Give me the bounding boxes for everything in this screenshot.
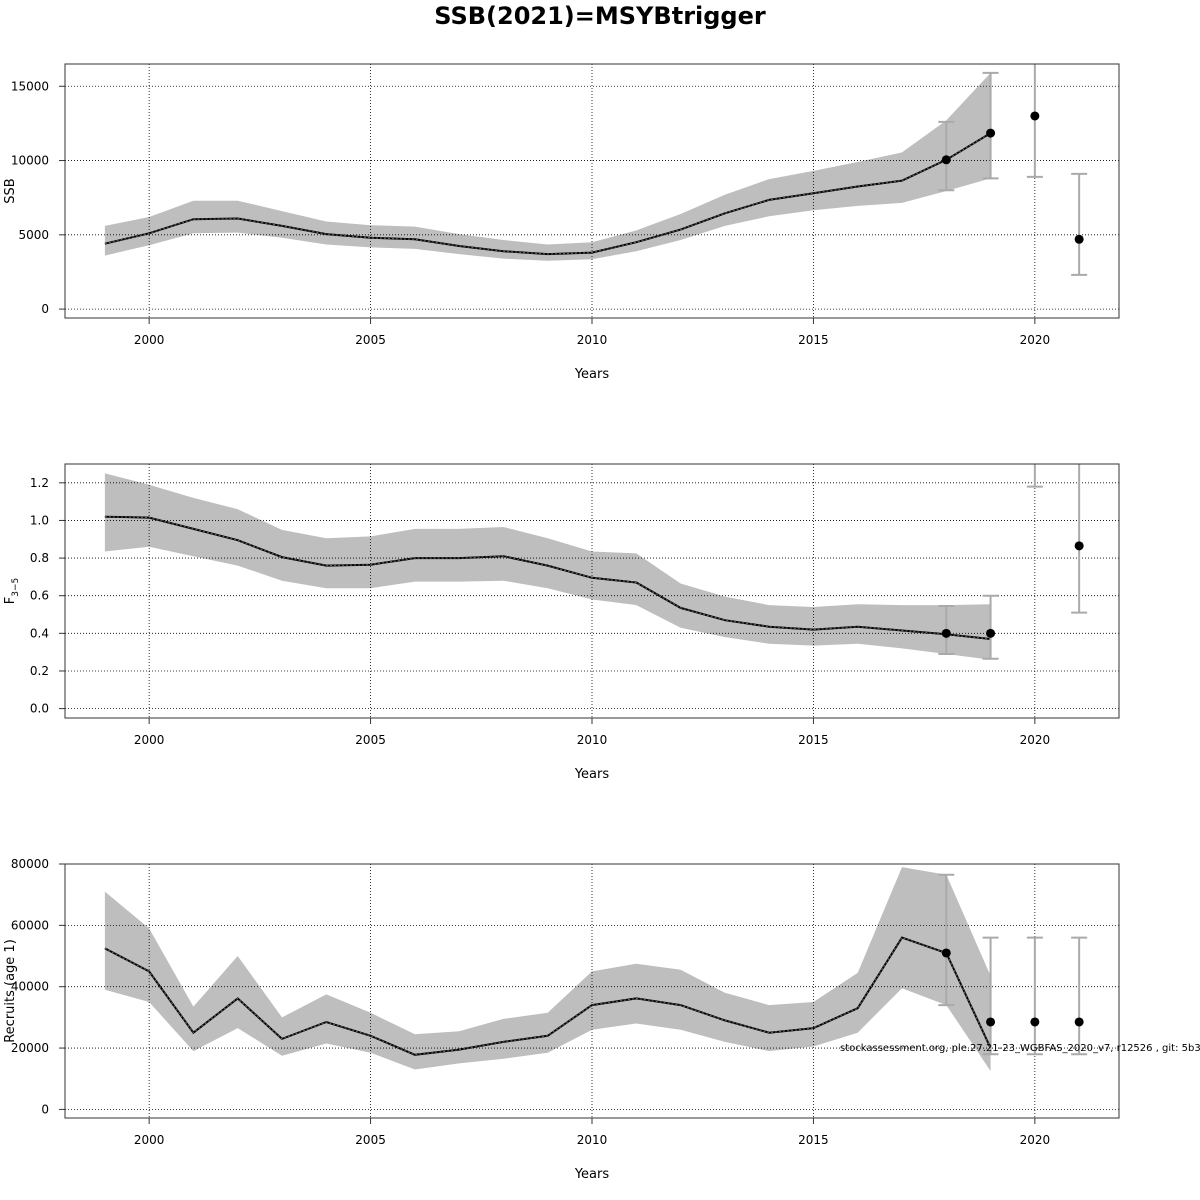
y-tick-label: 0 — [41, 1102, 49, 1116]
y-tick-label: 1.2 — [30, 476, 49, 490]
y-tick-label: 0.4 — [30, 626, 49, 640]
data-point — [1074, 1017, 1084, 1027]
x-axis-title: Years — [574, 1167, 610, 1182]
estimate-line-dotted — [104, 936, 992, 1056]
x-tick-label: 2015 — [798, 1133, 829, 1147]
y-tick-label: 60000 — [11, 918, 49, 932]
panels: 2000 2005 2010 2015 2020 0 5000 10000 15000 Years… — [3, 63, 1120, 1182]
y-tick-label: 40000 — [11, 980, 49, 994]
x-tick-label: 2020 — [1020, 333, 1051, 347]
x-tick-label: 2000 — [134, 1133, 165, 1147]
y-axis-title: Recruits (age 1) — [3, 939, 18, 1043]
data-point — [986, 128, 996, 138]
x-tick-label: 2005 — [355, 333, 386, 347]
x-tick-label: 2015 — [798, 733, 829, 747]
x-tick-label: 2005 — [355, 733, 386, 747]
y-tick-label: 10000 — [11, 154, 49, 168]
x-tick-label: 2010 — [577, 1133, 608, 1147]
y-tick-label: 0 — [41, 302, 49, 316]
y-tick-label: 5000 — [18, 228, 49, 242]
panel-3: 2000 2005 2010 2015 2020 0 20000 40000 60000 8000… — [3, 857, 1120, 1182]
y-tick-label: 0.6 — [30, 589, 49, 603]
x-tick-label: 2000 — [134, 333, 165, 347]
y-axis-title: SSB — [3, 178, 18, 203]
y-tick-label: 0.8 — [30, 551, 49, 565]
y-tick-label: 1.0 — [30, 513, 49, 527]
confidence-band — [104, 72, 991, 261]
data-point — [1074, 541, 1084, 551]
y-tick-label: 0.2 — [30, 664, 49, 678]
confidence-band — [104, 867, 991, 1072]
x-tick-label: 2000 — [134, 733, 165, 747]
data-point — [941, 948, 951, 958]
x-axis-title: Years — [574, 767, 610, 782]
x-tick-label: 2020 — [1020, 733, 1051, 747]
x-tick-label: 2005 — [355, 1133, 386, 1147]
data-point — [1030, 1017, 1040, 1027]
x-tick-label: 2010 — [577, 333, 608, 347]
data-point — [986, 1017, 996, 1027]
x-axis-title: Years — [574, 367, 610, 382]
estimate-line-dotted — [104, 132, 991, 255]
panel-1: 2000 2005 2010 2015 2020 0 5000 10000 15000 Years… — [3, 63, 1120, 382]
data-point — [941, 628, 951, 638]
data-point — [1074, 234, 1084, 244]
y-axis-title-subscript: 3−5 — [11, 578, 21, 597]
estimate-line-dotted — [104, 516, 991, 640]
footnote: stockassessment.org, ple.27.21-23_WGBFAS… — [840, 1043, 1200, 1054]
chart-title: SSB(2021)=MSYBtrigger — [434, 2, 766, 30]
data-point — [1030, 111, 1040, 121]
x-tick-label: 2020 — [1020, 1133, 1051, 1147]
data-point — [941, 155, 951, 165]
x-tick-label: 2010 — [577, 733, 608, 747]
x-tick-label: 2015 — [798, 333, 829, 347]
y-tick-label: 0.0 — [30, 702, 49, 716]
y-tick-label: 80000 — [11, 857, 49, 871]
y-tick-label: 15000 — [11, 79, 49, 93]
panel-2: 2000 2005 2010 2015 2020 0.0 0.2 0.4 0.6 0.8 1.0 1.… — [3, 463, 1120, 782]
y-tick-label: 20000 — [11, 1041, 49, 1055]
data-point — [986, 628, 996, 638]
